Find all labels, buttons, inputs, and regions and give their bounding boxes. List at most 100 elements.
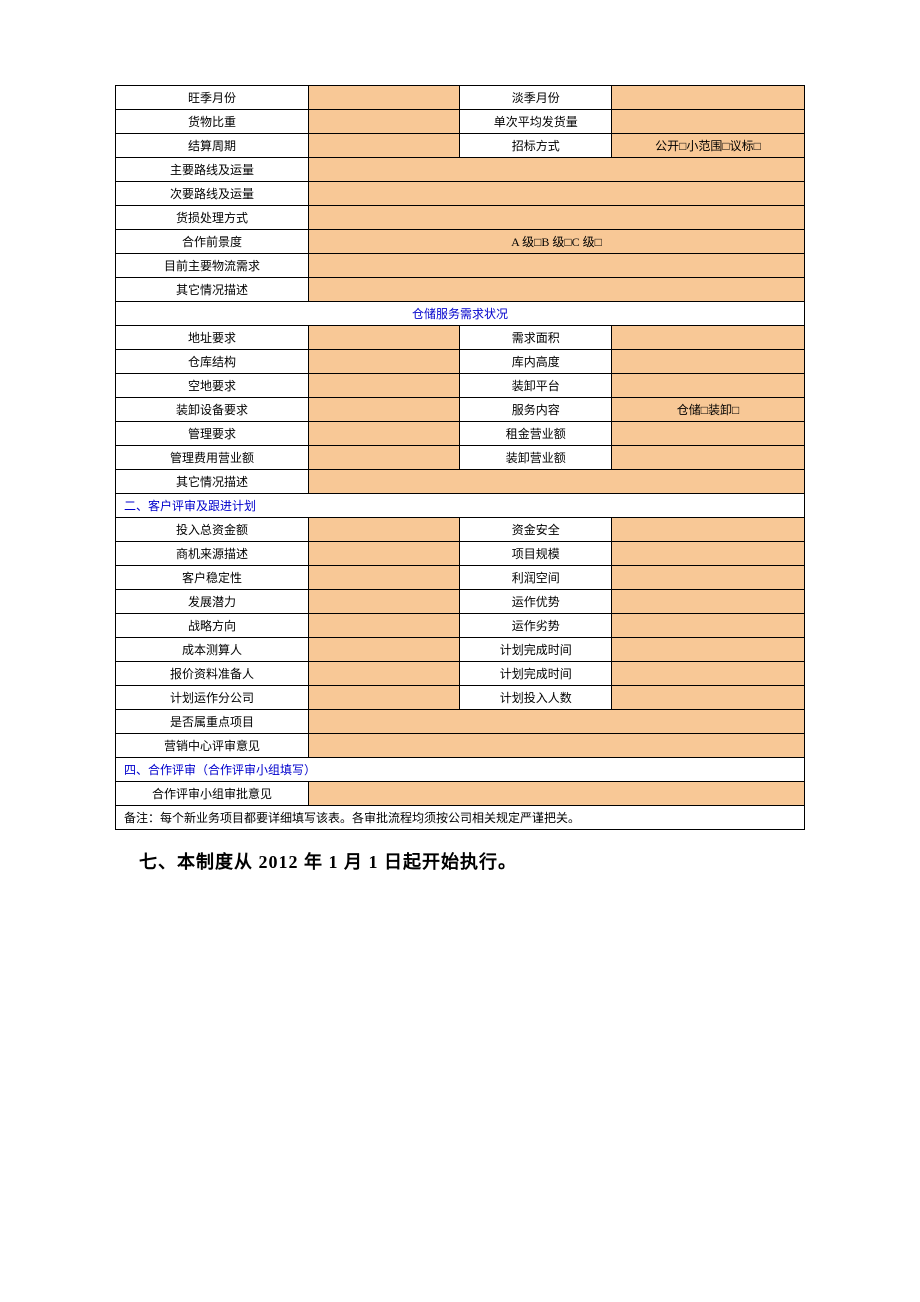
field-value [612,590,805,614]
field-value [308,542,460,566]
field-label: 地址要求 [116,326,309,350]
field-value [308,206,804,230]
field-value [612,686,805,710]
field-label: 报价资料准备人 [116,662,309,686]
field-label: 其它情况描述 [116,278,309,302]
field-label: 计划完成时间 [460,638,612,662]
field-label: 目前主要物流需求 [116,254,309,278]
field-label: 计划投入人数 [460,686,612,710]
field-label: 货物比重 [116,110,309,134]
footnote: 备注：每个新业务项目都要详细填写该表。各审批流程均须按公司相关规定严谨把关。 [116,806,805,830]
section-header: 仓储服务需求状况 [116,302,805,326]
field-value [308,638,460,662]
table-row: 战略方向运作劣势 [116,614,805,638]
field-label: 运作优势 [460,590,612,614]
field-value [308,566,460,590]
field-value [612,446,805,470]
table-row: 报价资料准备人计划完成时间 [116,662,805,686]
field-label: 客户稳定性 [116,566,309,590]
field-value [308,590,460,614]
table-row: 仓储服务需求状况 [116,302,805,326]
field-value [308,326,460,350]
field-label: 结算周期 [116,134,309,158]
field-value [612,422,805,446]
field-value [308,446,460,470]
field-value [308,662,460,686]
table-row: 次要路线及运量 [116,182,805,206]
field-label: 装卸平台 [460,374,612,398]
table-row: 四、合作评审（合作评审小组填写） [116,758,805,782]
table-row: 其它情况描述 [116,278,805,302]
table-row: 合作前景度A 级□B 级□C 级□ [116,230,805,254]
table-row: 发展潜力 运作优势 [116,590,805,614]
section-header: 四、合作评审（合作评审小组填写） [116,758,805,782]
field-label: 合作前景度 [116,230,309,254]
table-row: 仓库结构库内高度 [116,350,805,374]
field-value [308,614,460,638]
field-label: 装卸设备要求 [116,398,309,422]
table-row: 成本测算人 计划完成时间 [116,638,805,662]
table-row: 是否属重点项目 [116,710,805,734]
field-label: 招标方式 [460,134,612,158]
field-value [308,158,804,182]
field-value [308,686,460,710]
field-label: 营销中心评审意见 [116,734,309,758]
table-row: 营销中心评审意见 [116,734,805,758]
field-value [308,110,460,134]
table-row: 计划运作分公司 计划投入人数 [116,686,805,710]
field-label: 发展潜力 [116,590,309,614]
table-row: 旺季月份淡季月份 [116,86,805,110]
field-value [612,614,805,638]
field-label: 是否属重点项目 [116,710,309,734]
field-value [612,542,805,566]
field-value [308,182,804,206]
field-label: 库内高度 [460,350,612,374]
field-label: 其它情况描述 [116,470,309,494]
field-label: 商机来源描述 [116,542,309,566]
field-value [308,470,804,494]
field-value [308,134,460,158]
table-row: 投入总资金额 资金安全 [116,518,805,542]
field-label: 成本测算人 [116,638,309,662]
field-label: 需求面积 [460,326,612,350]
field-label: 投入总资金额 [116,518,309,542]
table-row: 管理要求租金营业额 [116,422,805,446]
field-label: 单次平均发货量 [460,110,612,134]
field-label: 货损处理方式 [116,206,309,230]
field-label: 管理费用营业额 [116,446,309,470]
table-row: 客户稳定性利润空间 [116,566,805,590]
field-value [308,398,460,422]
field-value: A 级□B 级□C 级□ [308,230,804,254]
section-header: 二、客户评审及跟进计划 [116,494,805,518]
field-value [612,86,805,110]
field-value [308,710,804,734]
field-value [308,86,460,110]
table-row: 其它情况描述 [116,470,805,494]
table-row: 货损处理方式 [116,206,805,230]
field-value [612,662,805,686]
field-label: 合作评审小组审批意见 [116,782,309,806]
table-row: 货物比重 单次平均发货量 [116,110,805,134]
field-label: 计划运作分公司 [116,686,309,710]
field-value [308,422,460,446]
field-value [308,278,804,302]
table-row: 装卸设备要求服务内容仓储□装卸□ [116,398,805,422]
table-row: 地址要求 需求面积 [116,326,805,350]
field-value [612,350,805,374]
field-label: 空地要求 [116,374,309,398]
field-value [612,326,805,350]
table-row: 管理费用营业额装卸营业额 [116,446,805,470]
field-value: 公开□小范围□议标□ [612,134,805,158]
field-label: 战略方向 [116,614,309,638]
field-value [308,350,460,374]
table-row: 商机来源描述 项目规模 [116,542,805,566]
field-label: 管理要求 [116,422,309,446]
field-value [612,638,805,662]
field-label: 项目规模 [460,542,612,566]
field-value [308,254,804,278]
table-row: 备注：每个新业务项目都要详细填写该表。各审批流程均须按公司相关规定严谨把关。 [116,806,805,830]
field-value [612,374,805,398]
field-label: 淡季月份 [460,86,612,110]
field-label: 次要路线及运量 [116,182,309,206]
field-label: 资金安全 [460,518,612,542]
